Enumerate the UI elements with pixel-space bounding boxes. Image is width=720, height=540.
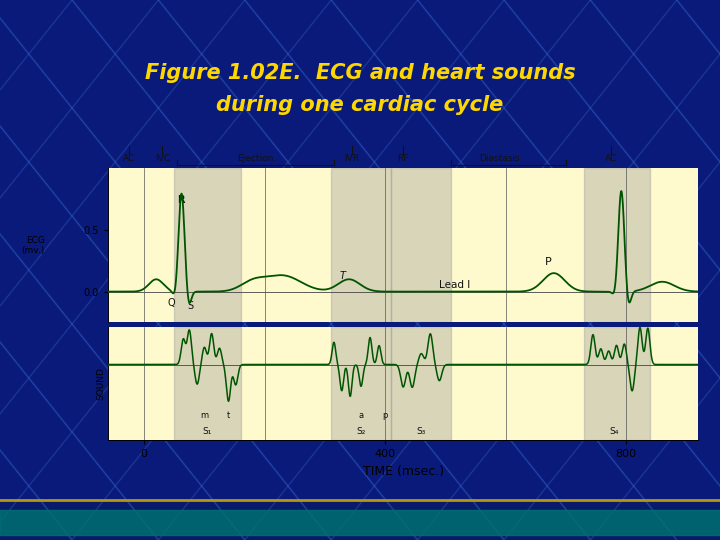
- Y-axis label: ECG
(mv.): ECG (mv.): [22, 236, 45, 255]
- Y-axis label: SOUND: SOUND: [96, 367, 106, 400]
- Bar: [331, 327, 391, 440]
- Text: Figure 1.02E.  ECG and heart sounds: Figure 1.02E. ECG and heart sounds: [145, 63, 575, 83]
- Text: IVR: IVR: [344, 153, 359, 163]
- Text: T: T: [340, 271, 346, 281]
- Text: S₂: S₂: [356, 427, 366, 436]
- Text: a: a: [359, 411, 364, 420]
- Text: S₄: S₄: [609, 427, 618, 436]
- Text: AC: AC: [605, 153, 617, 163]
- Bar: [331, 168, 391, 322]
- Text: S: S: [187, 301, 194, 311]
- Text: t: t: [227, 411, 230, 420]
- Text: Lead I: Lead I: [439, 280, 471, 290]
- Text: p: p: [382, 411, 388, 420]
- Text: Diastasis: Diastasis: [480, 153, 520, 163]
- Bar: [174, 327, 240, 440]
- X-axis label: TIME (msec.): TIME (msec.): [363, 465, 444, 478]
- Bar: [391, 168, 451, 322]
- Text: AC: AC: [123, 153, 135, 163]
- Text: during one cardiac cycle: during one cardiac cycle: [217, 95, 503, 116]
- Bar: [0, 510, 720, 535]
- Text: R: R: [177, 195, 185, 205]
- Bar: [391, 327, 451, 440]
- Text: S₃: S₃: [417, 427, 426, 436]
- Bar: [584, 327, 650, 440]
- Text: RF: RF: [397, 153, 409, 163]
- Bar: [0, 500, 720, 540]
- Text: IVC: IVC: [155, 153, 170, 163]
- Text: Ejection: Ejection: [238, 153, 274, 163]
- Text: m: m: [200, 411, 209, 420]
- Text: P: P: [545, 256, 552, 267]
- Bar: [174, 168, 240, 322]
- Bar: [584, 168, 650, 322]
- Text: Q: Q: [167, 299, 175, 308]
- Text: S₁: S₁: [203, 427, 212, 436]
